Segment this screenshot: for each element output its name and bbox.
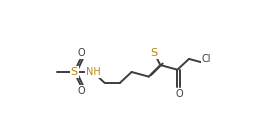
Text: S: S [71, 67, 78, 77]
Text: Cl: Cl [201, 54, 211, 64]
Text: O: O [175, 89, 183, 99]
Text: O: O [78, 86, 85, 96]
Text: S: S [151, 48, 158, 58]
Text: O: O [78, 48, 85, 58]
Text: NH: NH [85, 67, 100, 77]
